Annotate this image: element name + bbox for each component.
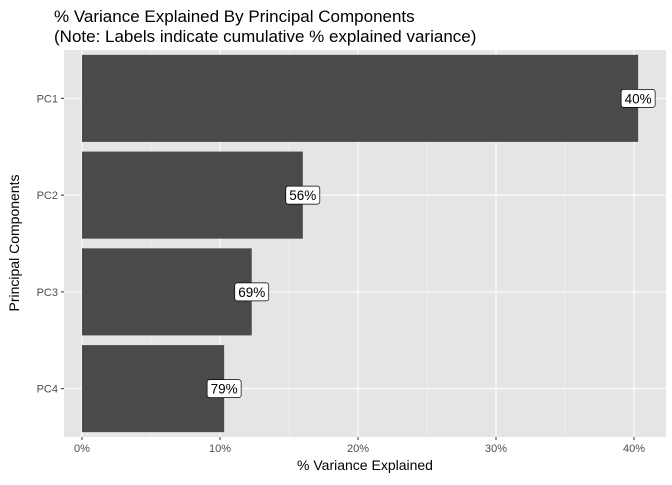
x-tick-label: 30% [485, 443, 507, 455]
x-tick-label: 10% [209, 443, 231, 455]
x-tick-label: 20% [347, 443, 369, 455]
data-label-box [234, 282, 270, 302]
chart-title: % Variance Explained By Principal Compon… [54, 7, 415, 26]
y-tick-label: PC3 [37, 287, 58, 299]
data-label-box [620, 89, 656, 108]
data-label: 69% [238, 285, 265, 300]
data-label: 56% [289, 188, 316, 203]
y-tick-label: PC4 [37, 384, 58, 396]
chart-subtitle: (Note: Labels indicate cumulative % expl… [54, 27, 476, 46]
data-label: 40% [625, 91, 652, 106]
bar-pc4 [82, 345, 225, 433]
bar-pc1 [82, 54, 639, 142]
data-label-box [285, 185, 321, 205]
bar-pc2 [82, 151, 303, 239]
x-tick-label: 40% [623, 443, 645, 455]
data-label: 79% [211, 382, 238, 397]
x-axis-label: % Variance Explained [297, 457, 433, 473]
y-tick-label: PC1 [37, 93, 58, 105]
bar-pc3 [82, 248, 252, 336]
x-tick-label: 0% [74, 443, 90, 455]
data-label-box [206, 379, 242, 398]
y-tick-label: PC2 [37, 190, 58, 202]
y-axis-label: Principal Components [6, 175, 22, 312]
